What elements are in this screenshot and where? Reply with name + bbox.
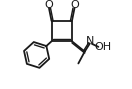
Text: OH: OH bbox=[94, 42, 111, 52]
Text: O: O bbox=[44, 0, 53, 10]
Text: N: N bbox=[86, 36, 94, 46]
Text: O: O bbox=[71, 0, 79, 10]
